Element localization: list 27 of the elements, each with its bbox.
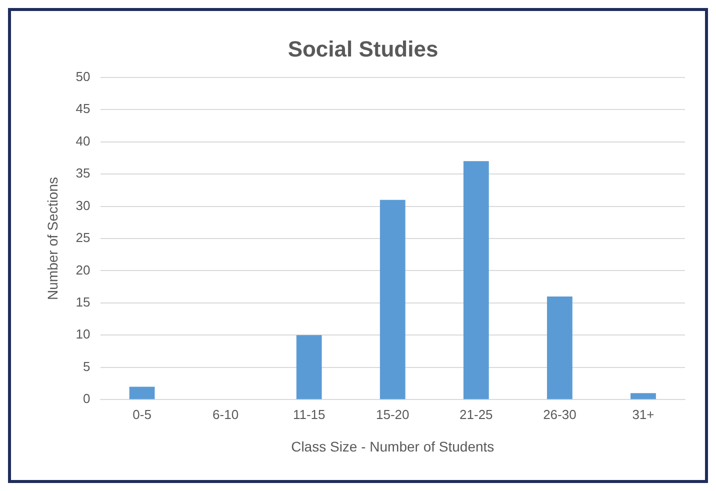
y-tick-label: 20 [76,262,90,278]
bar [380,200,406,400]
chart-title: Social Studies [288,36,438,62]
bar [296,335,322,400]
y-tick-label: 35 [76,166,90,181]
y-tick-label: 10 [76,326,90,342]
y-tick-label: 45 [76,101,90,116]
x-tick-label: 6-10 [212,406,239,422]
y-axis-title: Number of Sections [44,177,60,300]
y-tick-label: 30 [76,198,90,213]
y-tick-label: 50 [76,68,90,84]
y-tick-label: 0 [83,391,90,406]
bar [129,386,155,400]
y-tick-label: 25 [76,230,90,246]
x-axis-title: Class Size - Number of Students [291,438,494,454]
x-tick-label: 31+ [632,406,654,422]
y-tick-label: 40 [76,133,90,148]
x-tick-label: 15-20 [376,406,410,422]
y-tick-label: 5 [83,358,90,374]
y-tick-label: 15 [76,294,90,310]
bar [630,393,656,400]
x-tick-label: 26-30 [543,406,576,422]
bar [547,296,572,400]
x-tick-label: 0-5 [132,406,152,422]
x-tick-label: 21-25 [460,406,493,422]
x-tick-label: 11-15 [292,406,326,422]
bar [463,161,489,400]
